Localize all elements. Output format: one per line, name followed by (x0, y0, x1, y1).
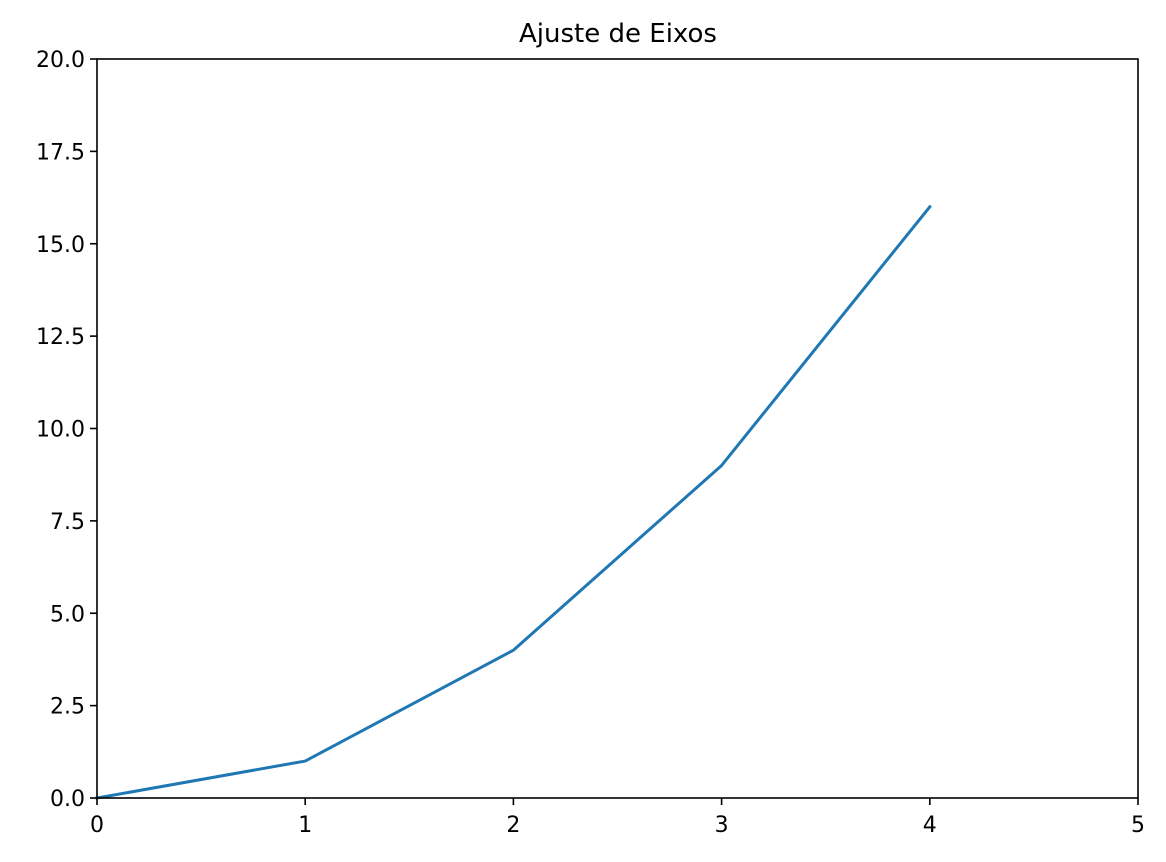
series-layer (95, 204, 932, 800)
axes-frame (96, 58, 1139, 799)
y-tick-label: 5.0 (50, 602, 85, 627)
y-tick-label: 20.0 (36, 48, 85, 73)
y-tick-label: 2.5 (50, 695, 85, 720)
y-axis: 0.0 2.5 5.0 7.5 10.0 12.5 15.0 17.5 20.0 (36, 48, 97, 812)
x-tick-label: 5 (1131, 813, 1145, 838)
y-tick-label: 10.0 (36, 418, 85, 443)
x-tick-label: 0 (90, 813, 104, 838)
series-line-0 (95, 204, 932, 800)
x-tick-label: 4 (923, 813, 937, 838)
y-tick-label: 17.5 (36, 140, 85, 165)
y-tick-label: 15.0 (36, 233, 85, 258)
y-tick-label: 0.0 (50, 787, 85, 812)
y-tick-label: 12.5 (36, 325, 85, 350)
x-tick-label: 3 (715, 813, 729, 838)
y-tick-label: 7.5 (50, 510, 85, 535)
x-tick-label: 1 (298, 813, 312, 838)
chart-title: Ajuste de Eixos (519, 19, 717, 49)
x-tick-label: 2 (506, 813, 520, 838)
x-axis: 0 1 2 3 4 5 (90, 798, 1145, 838)
